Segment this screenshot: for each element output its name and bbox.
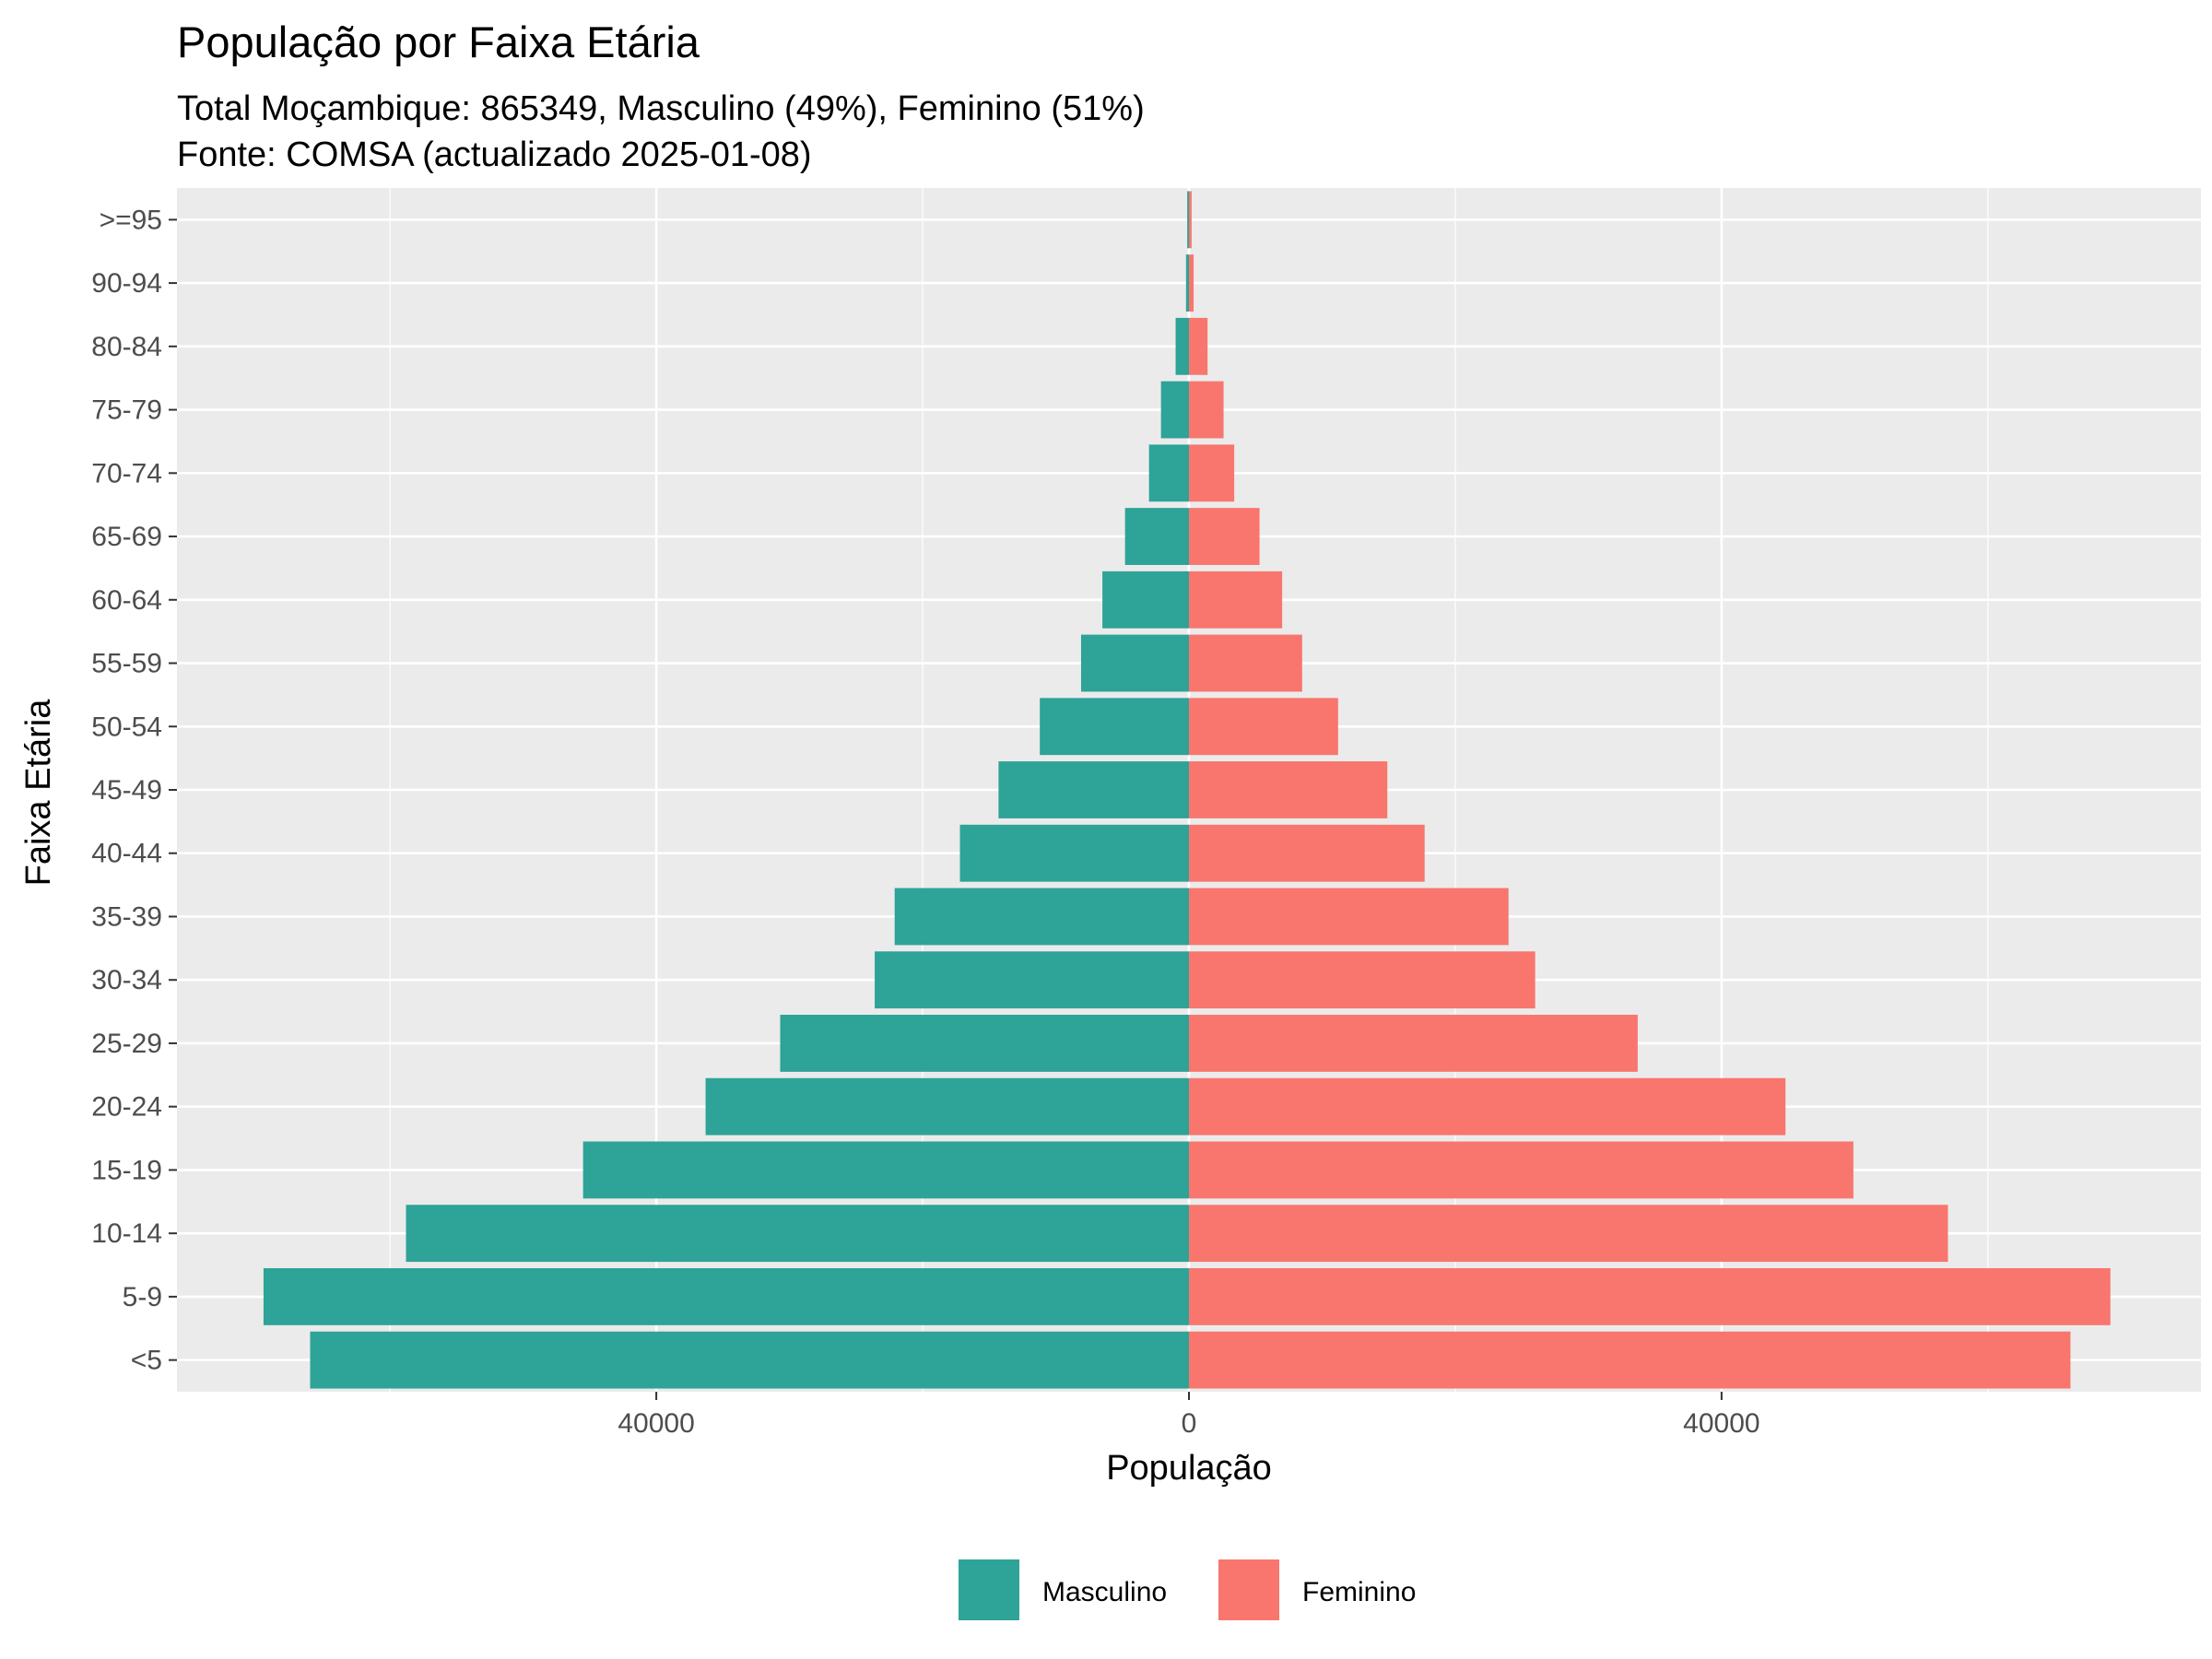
bar-masculino-15-19 <box>582 1141 1189 1199</box>
bar-feminino-75-79 <box>1189 381 1224 439</box>
legend-key-feminino <box>1218 1559 1279 1620</box>
bar-feminino-20-24 <box>1189 1077 1786 1135</box>
bar-feminino-25-29 <box>1189 1015 1638 1072</box>
y-tick-label: 75-79 <box>91 395 162 426</box>
chart-subtitle-line-1: Total Moçambique: 865349, Masculino (49%… <box>177 89 1145 128</box>
y-tick-label: 55-59 <box>91 649 162 679</box>
bar-masculino-<5 <box>310 1331 1189 1389</box>
bar-feminino-70-74 <box>1189 444 1235 502</box>
bar-masculino-45-49 <box>998 761 1189 818</box>
bar-feminino-30-34 <box>1189 951 1535 1009</box>
bar-feminino-90-94 <box>1189 254 1194 312</box>
bar-feminino-50-54 <box>1189 698 1338 756</box>
bar-masculino-5-9 <box>263 1267 1189 1325</box>
bar-feminino-40-44 <box>1189 824 1425 882</box>
legend-label-masculino: Masculino <box>1042 1577 1167 1607</box>
bar-masculino-30-34 <box>875 951 1189 1009</box>
y-tick-label: 60-64 <box>91 585 162 616</box>
x-tick-label: 0 <box>1182 1408 1197 1439</box>
y-tick-label: 10-14 <box>91 1218 162 1249</box>
bar-feminino-35-39 <box>1189 888 1509 946</box>
y-tick-label: 5-9 <box>123 1282 162 1312</box>
bar-masculino-75-79 <box>1160 381 1189 439</box>
bar-masculino-10-14 <box>406 1205 1189 1263</box>
chart-subtitle-line-2: Fonte: COMSA (actualizado 2025-01-08) <box>177 135 812 174</box>
y-tick-label: 50-54 <box>91 712 162 742</box>
y-tick-label: 45-49 <box>91 775 162 806</box>
bar-feminino->=95 <box>1189 191 1192 249</box>
bar-masculino-90-94 <box>1185 254 1189 312</box>
bar-masculino-40-44 <box>959 824 1189 882</box>
y-tick-label: 35-39 <box>91 901 162 932</box>
bars <box>263 191 2111 1389</box>
legend-label-feminino: Feminino <box>1302 1577 1416 1607</box>
bar-masculino-80-84 <box>1175 317 1189 375</box>
bar-feminino-5-9 <box>1189 1267 2111 1325</box>
bar-masculino->=95 <box>1187 191 1189 249</box>
bar-masculino-60-64 <box>1102 571 1189 629</box>
y-tick-label: 70-74 <box>91 458 162 488</box>
x-tick-label: 40000 <box>1683 1408 1759 1439</box>
bar-feminino-45-49 <box>1189 761 1388 818</box>
bar-masculino-20-24 <box>705 1077 1189 1135</box>
y-axis-title: Faixa Etária <box>19 699 58 887</box>
x-tick-label: 40000 <box>618 1408 694 1439</box>
bar-feminino-15-19 <box>1189 1141 1853 1199</box>
y-tick-label: >=95 <box>100 205 162 235</box>
bar-masculino-70-74 <box>1148 444 1189 502</box>
chart-title: População por Faixa Etária <box>177 18 700 66</box>
y-tick-label: 30-34 <box>91 965 162 995</box>
y-tick-label: 15-19 <box>91 1155 162 1185</box>
y-tick-label: 25-29 <box>91 1029 162 1059</box>
y-tick-label: 65-69 <box>91 522 162 552</box>
bar-masculino-35-39 <box>894 888 1189 946</box>
bar-feminino-80-84 <box>1189 317 1208 375</box>
y-tick-label: <5 <box>131 1346 162 1376</box>
bar-feminino-60-64 <box>1189 571 1283 629</box>
x-axis: 40000 0 40000 <box>618 1392 1760 1439</box>
x-axis-title: População <box>1106 1449 1272 1488</box>
legend: Masculino Feminino <box>959 1559 1416 1620</box>
bar-feminino-<5 <box>1189 1331 2071 1389</box>
y-tick-label: 20-24 <box>91 1092 162 1123</box>
legend-key-masculino <box>959 1559 1019 1620</box>
bar-masculino-55-59 <box>1080 634 1189 692</box>
y-tick-label: 40-44 <box>91 839 162 869</box>
bar-feminino-10-14 <box>1189 1205 1948 1263</box>
bar-feminino-55-59 <box>1189 634 1302 692</box>
bar-masculino-65-69 <box>1124 508 1189 565</box>
bar-feminino-65-69 <box>1189 508 1260 565</box>
y-tick-label: 80-84 <box>91 332 162 362</box>
y-tick-label: 90-94 <box>91 268 162 299</box>
bar-masculino-25-29 <box>780 1015 1189 1072</box>
bar-masculino-50-54 <box>1040 698 1189 756</box>
y-axis: <5 5-9 10-14 15-19 20-24 25-29 30-34 35-39 40-44… <box>91 205 177 1376</box>
